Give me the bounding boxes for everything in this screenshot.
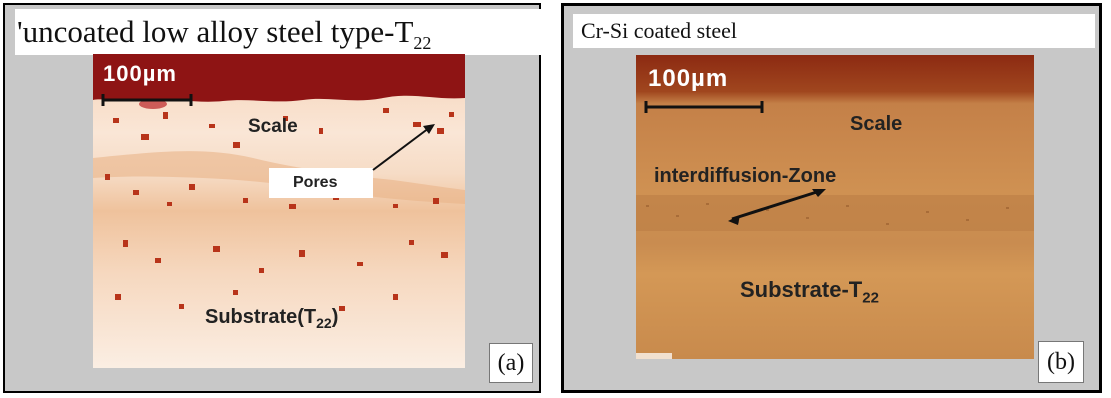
substrate-a-close: ) (331, 306, 339, 328)
pores-label: Pores (293, 174, 338, 191)
panel-letter-b: (b) (1038, 341, 1084, 383)
scale-bar-b (644, 101, 764, 113)
panel-a: 'uncoated low alloy steel type-T22 (3, 3, 543, 393)
caption-a-text: 'uncoated low alloy steel type-T (17, 14, 414, 49)
scale-label-a: Scale (248, 116, 298, 137)
substrate-label-b: Substrate-T22 (740, 277, 879, 306)
micrograph-b-image (636, 55, 1034, 359)
caption-b: Cr-Si coated steel (573, 14, 1095, 48)
caption-a: 'uncoated low alloy steel type-T22 (15, 9, 543, 55)
scale-label-b: Scale (850, 113, 903, 135)
panel-letter-a: (a) (489, 343, 533, 383)
substrate-b-text: Substrate-T (740, 277, 863, 302)
micrograph-b: 100µm Scale interdiffusion-Zone Substrat… (636, 55, 1034, 359)
panel-b: Cr-Si coated steel (561, 3, 1102, 393)
substrate-a-text: Substrate(T (205, 306, 317, 328)
substrate-label-a: Substrate(T22) (205, 306, 338, 331)
substrate-b-subscript: 22 (862, 289, 879, 307)
interdiffusion-zone-label: interdiffusion-Zone (654, 165, 837, 187)
substrate-a-subscript: 22 (316, 315, 332, 331)
caption-a-subscript: 22 (413, 33, 432, 54)
scale-bar-a (101, 94, 193, 106)
scale-bar-b-label: 100µm (648, 65, 729, 92)
micrograph-a: 100µm Scale Pores Substrate(T22) (93, 54, 465, 368)
micrograph-a-image (93, 54, 465, 368)
scale-bar-a-label: 100µm (103, 61, 177, 86)
